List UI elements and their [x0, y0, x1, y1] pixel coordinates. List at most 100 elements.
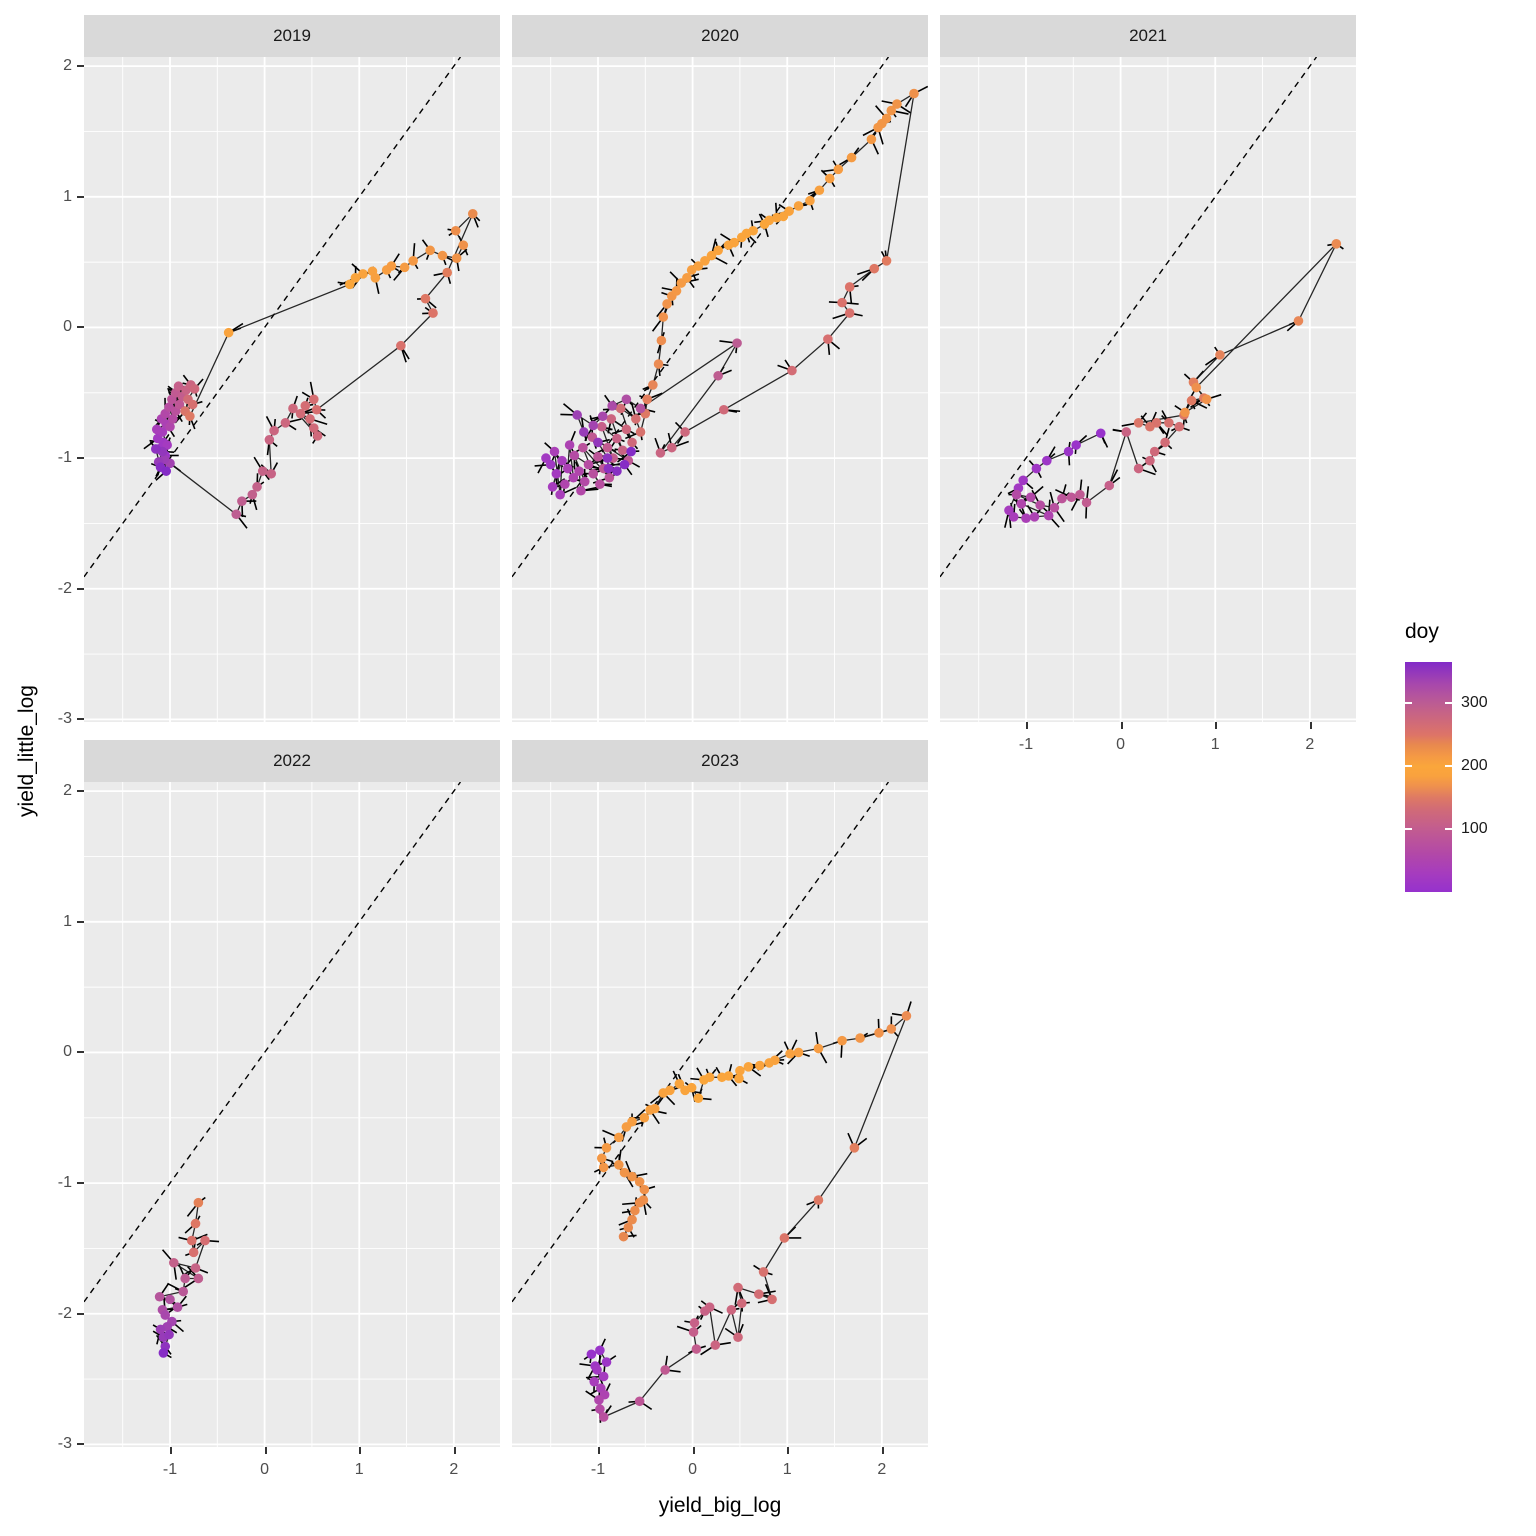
data-point	[579, 427, 589, 437]
data-point	[619, 459, 630, 470]
identity-line	[512, 782, 890, 1303]
data-point	[583, 459, 594, 470]
data-point	[874, 1028, 884, 1038]
data-point	[892, 99, 902, 109]
data-point	[704, 1302, 715, 1313]
data-point	[280, 418, 291, 428]
data-point	[295, 408, 306, 419]
data-point	[805, 195, 815, 206]
data-point	[833, 164, 844, 175]
data-point	[595, 479, 605, 490]
data-point	[813, 1195, 824, 1205]
x-tick-label: -1	[590, 1461, 606, 1478]
y-axis-tick	[77, 1443, 84, 1446]
data-point	[837, 1035, 847, 1046]
data-point	[172, 1302, 183, 1313]
data-point	[635, 427, 646, 437]
data-point	[660, 1365, 670, 1375]
data-point	[671, 286, 682, 296]
identity-line	[512, 57, 890, 578]
data-point	[555, 489, 565, 500]
data-point	[737, 1298, 747, 1309]
data-point	[593, 437, 603, 448]
data-point	[264, 434, 275, 445]
data-point	[595, 1404, 605, 1414]
data-point	[717, 1072, 727, 1083]
data-point	[1025, 492, 1036, 503]
data-point	[787, 365, 797, 376]
data-point	[174, 399, 185, 410]
data-point	[155, 1324, 166, 1335]
data-point	[595, 1345, 605, 1356]
y-tick-label: -3	[57, 1435, 72, 1453]
legend-tick-mark	[1405, 702, 1412, 705]
data-point	[396, 340, 406, 351]
data-point	[1145, 421, 1155, 432]
data-point	[603, 463, 614, 474]
data-point	[674, 1078, 685, 1089]
data-point	[193, 1273, 204, 1284]
data-point	[635, 403, 646, 414]
data-point	[634, 1396, 645, 1407]
data-point	[814, 185, 825, 196]
data-point	[578, 442, 588, 453]
x-tick-label: 2	[449, 1461, 459, 1478]
data-point	[568, 472, 579, 483]
x-tick-label: 2	[1305, 736, 1315, 753]
data-point	[693, 261, 704, 271]
data-point	[1174, 421, 1185, 432]
data-point	[626, 446, 636, 457]
data-point	[586, 1349, 597, 1360]
data-point	[300, 401, 311, 411]
data-point	[849, 1143, 860, 1153]
y-tick-label: 2	[63, 782, 72, 800]
legend-tick-mark	[1445, 702, 1452, 705]
data-point	[634, 1176, 645, 1187]
data-point	[1201, 394, 1212, 405]
data-point	[252, 482, 262, 492]
y-tick-label: 0	[63, 1043, 72, 1061]
x-axis-tick	[359, 1447, 362, 1454]
data-point	[693, 1093, 704, 1103]
data-point	[1075, 489, 1085, 500]
data-point	[735, 1065, 745, 1076]
data-point	[151, 444, 161, 454]
facet-panel-2020	[512, 57, 928, 722]
data-point	[1029, 512, 1040, 522]
y-tick-label: 1	[63, 912, 72, 930]
legend-tick-label: 100	[1461, 820, 1488, 838]
data-point	[793, 201, 804, 211]
data-point	[785, 1048, 795, 1059]
data-point	[547, 482, 558, 492]
data-point	[223, 327, 234, 338]
legend-tick-mark	[1445, 765, 1452, 768]
data-point	[639, 1184, 650, 1195]
data-point	[185, 411, 195, 422]
data-point	[458, 240, 469, 250]
y-axis-tick	[77, 65, 84, 68]
data-point	[437, 250, 448, 261]
data-point	[881, 113, 892, 124]
data-point	[909, 88, 919, 99]
data-point	[617, 445, 628, 456]
data-point	[700, 256, 710, 266]
data-point	[399, 262, 410, 273]
data-point	[247, 489, 258, 500]
data-point	[562, 463, 573, 474]
data-point	[370, 272, 381, 283]
data-point	[589, 1376, 600, 1387]
data-point	[642, 394, 652, 405]
x-tick-label: 0	[688, 1461, 698, 1478]
x-axis-tick	[1309, 722, 1312, 729]
data-point	[754, 1060, 765, 1071]
y-axis-tick	[77, 457, 84, 460]
data-point	[623, 1222, 634, 1233]
legend-colorbar	[1405, 662, 1452, 892]
y-tick-label: 0	[63, 318, 72, 336]
data-point	[1145, 455, 1155, 466]
data-point	[288, 403, 298, 414]
legend-tick-mark	[1445, 828, 1452, 831]
data-point	[621, 1122, 632, 1132]
data-point	[824, 173, 835, 184]
data-point	[621, 424, 632, 435]
